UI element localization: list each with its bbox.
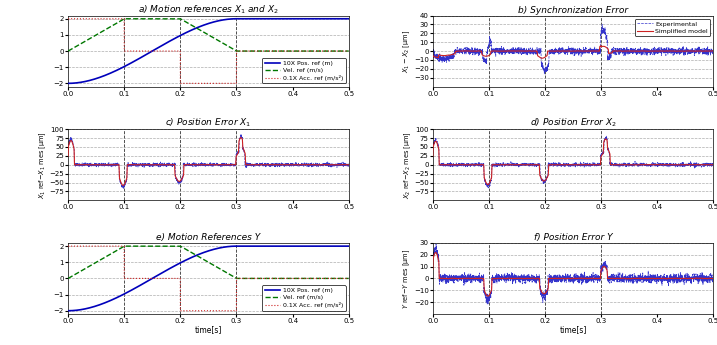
Legend: 10X Pos. ref (m), Vel. ref (m/s), 0.1X Acc. ref (m/s²): 10X Pos. ref (m), Vel. ref (m/s), 0.1X A… <box>262 285 346 311</box>
Vel. ref (m/s) <box>232 276 241 280</box>
10X Pos. ref (m) <box>344 17 353 21</box>
10X Pos. ref (m) <box>295 17 303 21</box>
Experimental <box>597 28 605 32</box>
0.1X Acc. ref (m/s²) <box>64 244 72 248</box>
Line: 0.1X Acc. ref (m/s²): 0.1X Acc. ref (m/s²) <box>68 19 348 83</box>
0.1X Acc. ref (m/s²) <box>247 276 255 280</box>
Vel. ref (m/s) <box>120 17 128 21</box>
Simplified model <box>638 49 647 53</box>
Vel. ref (m/s) <box>247 276 255 280</box>
Title: f) Position Error Y: f) Position Error Y <box>534 233 612 242</box>
Vel. ref (m/s) <box>273 49 282 53</box>
Vel. ref (m/s) <box>171 244 180 248</box>
10X Pos. ref (m) <box>273 17 282 21</box>
Vel. ref (m/s) <box>115 247 123 251</box>
Line: Experimental: Experimental <box>433 24 713 74</box>
0.1X Acc. ref (m/s²) <box>232 81 241 86</box>
0.1X Acc. ref (m/s²) <box>115 244 123 248</box>
Vel. ref (m/s) <box>171 17 180 21</box>
Line: Vel. ref (m/s): Vel. ref (m/s) <box>68 246 348 278</box>
10X Pos. ref (m) <box>64 81 72 86</box>
Simplified model <box>611 49 619 53</box>
Line: Simplified model: Simplified model <box>433 46 713 58</box>
0.1X Acc. ref (m/s²) <box>176 309 185 313</box>
Y-axis label: $X_1 - X_2$ [μm]: $X_1 - X_2$ [μm] <box>402 29 412 73</box>
Y-axis label: $X_2$ ref$-X_2$ mes [μm]: $X_2$ ref$-X_2$ mes [μm] <box>402 131 412 199</box>
10X Pos. ref (m) <box>232 244 241 248</box>
10X Pos. ref (m) <box>273 244 282 248</box>
0.1X Acc. ref (m/s²) <box>247 49 255 53</box>
Vel. ref (m/s) <box>64 276 72 280</box>
Title: d) Position Error $X_2$: d) Position Error $X_2$ <box>530 117 617 129</box>
Vel. ref (m/s) <box>247 49 255 53</box>
10X Pos. ref (m) <box>115 295 123 299</box>
Simplified model <box>429 53 437 57</box>
0.1X Acc. ref (m/s²) <box>344 49 353 53</box>
Line: 0.1X Acc. ref (m/s²): 0.1X Acc. ref (m/s²) <box>68 246 348 311</box>
Experimental <box>660 48 668 52</box>
X-axis label: time[s]: time[s] <box>559 325 587 335</box>
0.1X Acc. ref (m/s²) <box>295 276 303 280</box>
Vel. ref (m/s) <box>232 49 241 53</box>
Vel. ref (m/s) <box>64 49 72 53</box>
Experimental <box>598 22 607 27</box>
Experimental <box>709 48 717 52</box>
0.1X Acc. ref (m/s²) <box>344 276 353 280</box>
Simplified model <box>709 49 717 53</box>
10X Pos. ref (m) <box>247 244 255 248</box>
Experimental <box>429 47 437 51</box>
0.1X Acc. ref (m/s²) <box>115 17 123 21</box>
Experimental <box>638 52 647 56</box>
Vel. ref (m/s) <box>344 49 353 53</box>
10X Pos. ref (m) <box>232 17 241 21</box>
0.1X Acc. ref (m/s²) <box>232 309 241 313</box>
Simplified model <box>480 54 488 58</box>
X-axis label: time[s]: time[s] <box>195 325 222 335</box>
Simplified model <box>536 55 544 59</box>
Simplified model <box>538 56 546 60</box>
10X Pos. ref (m) <box>295 244 303 248</box>
Y-axis label: $X_1$ ref$-X_1$ mes [μm]: $X_1$ ref$-X_1$ mes [μm] <box>37 131 48 199</box>
Experimental <box>480 58 488 62</box>
Vel. ref (m/s) <box>120 244 128 248</box>
0.1X Acc. ref (m/s²) <box>273 49 282 53</box>
10X Pos. ref (m) <box>344 244 353 248</box>
Experimental <box>536 51 544 55</box>
Title: a) Motion references $X_1$ and $X_2$: a) Motion references $X_1$ and $X_2$ <box>138 3 279 16</box>
Title: b) Synchronization Error: b) Synchronization Error <box>518 6 628 15</box>
0.1X Acc. ref (m/s²) <box>171 276 180 280</box>
Vel. ref (m/s) <box>115 20 123 24</box>
Legend: Experimental, Simplified model: Experimental, Simplified model <box>635 19 711 36</box>
Experimental <box>540 72 549 76</box>
10X Pos. ref (m) <box>115 67 123 71</box>
Line: 10X Pos. ref (m): 10X Pos. ref (m) <box>68 246 348 311</box>
10X Pos. ref (m) <box>64 309 72 313</box>
0.1X Acc. ref (m/s²) <box>295 49 303 53</box>
Simplified model <box>597 43 605 48</box>
0.1X Acc. ref (m/s²) <box>171 49 180 53</box>
0.1X Acc. ref (m/s²) <box>273 276 282 280</box>
Line: Vel. ref (m/s): Vel. ref (m/s) <box>68 19 348 51</box>
Y-axis label: $Y$ ref$-Y$ mes [μm]: $Y$ ref$-Y$ mes [μm] <box>402 248 412 308</box>
Simplified model <box>597 44 606 48</box>
0.1X Acc. ref (m/s²) <box>176 81 185 86</box>
Line: 10X Pos. ref (m): 10X Pos. ref (m) <box>68 19 348 83</box>
10X Pos. ref (m) <box>232 244 241 248</box>
10X Pos. ref (m) <box>171 36 180 40</box>
10X Pos. ref (m) <box>232 17 241 21</box>
10X Pos. ref (m) <box>247 17 255 21</box>
Title: c) Position Error $X_1$: c) Position Error $X_1$ <box>165 117 252 129</box>
Vel. ref (m/s) <box>295 276 303 280</box>
Legend: 10X Pos. ref (m), Vel. ref (m/s), 0.1X Acc. ref (m/s²): 10X Pos. ref (m), Vel. ref (m/s), 0.1X A… <box>262 58 346 83</box>
Experimental <box>611 52 619 56</box>
Simplified model <box>660 49 668 53</box>
Title: e) Motion References Y: e) Motion References Y <box>156 233 260 242</box>
10X Pos. ref (m) <box>171 264 180 268</box>
0.1X Acc. ref (m/s²) <box>64 17 72 21</box>
Vel. ref (m/s) <box>273 276 282 280</box>
Vel. ref (m/s) <box>295 49 303 53</box>
Vel. ref (m/s) <box>344 276 353 280</box>
